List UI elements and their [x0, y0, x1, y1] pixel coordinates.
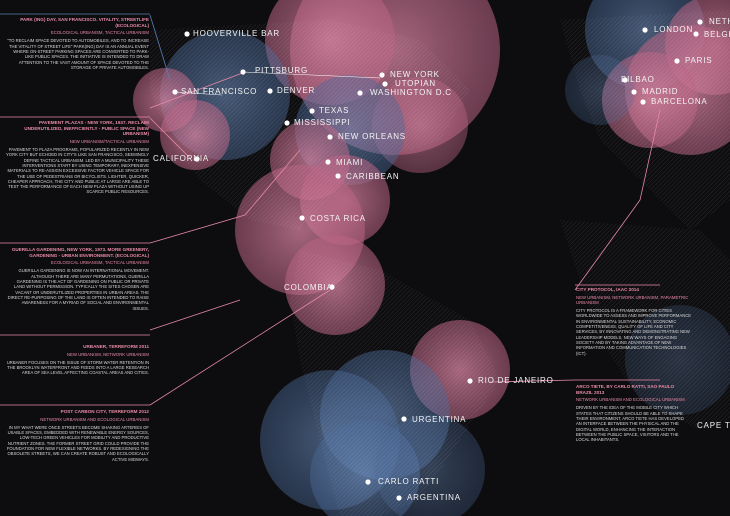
panel-subtitle: ECOLOGICAL URBANISM, TACTICAL URBANISM	[50, 30, 149, 36]
city-label-barcelona: BARCELONA	[651, 97, 708, 106]
panel-title: PAVEMENT PLAZAS - NEW YORK, 1937. RECLAI…	[24, 120, 149, 137]
city-label-miami: MIAMI	[336, 158, 364, 167]
panel-subtitle: ECOLOGICAL URBANISM, TACTICAL URBANISM	[50, 260, 149, 266]
panel-title: GUERILLA GARDENING, NEW YORK, 1973. MORE…	[11, 247, 149, 258]
city-dots	[172, 19, 703, 501]
city-label-washington: WASHINGTON D.C	[370, 88, 452, 97]
city-label-neth: NETH	[709, 17, 730, 26]
bubbles	[133, 0, 730, 516]
panel-subtitle: NEW URBANISM/TACTICAL URBANISM	[69, 138, 149, 144]
city-label-madrid: MADRID	[642, 87, 679, 96]
city-label-london: LONDON	[654, 25, 694, 34]
panel-title: CITY PROTOCOL, IAAC 2014	[576, 287, 639, 292]
city-label-belgiu: BELGIU	[704, 30, 730, 39]
city-label-costa-rica: COSTA RICA	[310, 214, 366, 223]
city-label-carlo-ratti: CARLO RATTI	[378, 477, 440, 486]
city-label-cape-town: CAPE TOW	[697, 421, 730, 430]
panel-body: URBANER FOCUSES ON THE ISSUE OF STORM WA…	[6, 359, 149, 376]
panel-body: DRIVEN BY THE IDEA OF THE MOBILE CITY WH…	[576, 405, 684, 443]
panel-title: POST CARBON CITY, TERREFORM 2012	[60, 409, 149, 414]
city-label-argentina: ARGENTINA	[407, 493, 461, 502]
city-label-bilbao: BILBAO	[621, 75, 655, 84]
panel-title: PARK (ING) DAY, SAN FRANCISCO. VITALITY,…	[20, 17, 149, 28]
panel-park-day: PARK (ING) DAY, SAN FRANCISCO. VITALITY,…	[6, 17, 149, 70]
panel-urbaner: URBANER, TERREFORM 2011 NEW URBANISM, NE…	[6, 344, 149, 376]
panel-subtitle: NETWORK URBANISM AND ECOLOGICAL URBANISM	[576, 397, 685, 403]
city-label-mississippi: MISSISSIPPI	[294, 118, 351, 127]
panel-post-carbon: POST CARBON CITY, TERREFORM 2012 NETWORK…	[6, 409, 149, 462]
city-label-new-orleans: NEW ORLEANS	[338, 132, 406, 141]
city-label-rio: RIO DE JANEIRO	[478, 376, 554, 385]
connector-lines	[0, 13, 661, 406]
city-label-utopian: UTOPIAN	[395, 79, 437, 88]
panel-subtitle: NEW URBANISM, NETWORK URBANISM	[66, 351, 149, 357]
city-label-california: CALIFORNIA	[153, 154, 210, 163]
city-label-hooverville: HOOVERVILLE BAR	[193, 29, 280, 38]
panel-title: ARCO TIETE, BY CARLO RATTI, SAO PAULO BR…	[576, 384, 675, 395]
city-label-texas: TEXAS	[319, 106, 350, 115]
city-label-colombia: COLOMBIA	[284, 283, 333, 292]
panel-guerilla-gardening: GUERILLA GARDENING, NEW YORK, 1973. MORE…	[6, 247, 149, 311]
city-label-denver: DENVER	[277, 86, 316, 95]
panel-body: GUERILLA GARDENING IS NOW AN INTERNATION…	[7, 268, 149, 311]
panel-city-protocol: CITY PROTOCOL, IAAC 2014 NEW URBANISM, N…	[576, 287, 694, 356]
city-label-pittsburg: PITTSBURG	[255, 66, 308, 75]
panel-body: PAVEMENT TO PLAZA PROGRAMS, POPULARIZED …	[6, 147, 149, 195]
panel-body: IN MY WHAT WERE ONCE STREETS BECOME SHAK…	[6, 424, 149, 462]
panel-body: "TO RECLAIM SPACE DEVOTED TO AUTOMOBILES…	[7, 38, 149, 70]
city-label-new-york: NEW YORK	[390, 70, 440, 79]
city-label-caribbean: CARIBBEAN	[346, 172, 400, 181]
panel-pavement-plazas: PAVEMENT PLAZAS - NEW YORK, 1937. RECLAI…	[6, 120, 149, 195]
city-label-san-francisco: SAN FRANCISCO	[181, 87, 258, 96]
city-label-paris: PARIS	[685, 56, 713, 65]
panel-title: URBANER, TERREFORM 2011	[83, 344, 149, 349]
panel-arco-tiete: ARCO TIETE, BY CARLO RATTI, SAO PAULO BR…	[576, 384, 688, 443]
panel-subtitle: NEW URBANISM, NETWORK URBANISM, PARAMETR…	[576, 294, 689, 305]
panel-body: CITY PROTOCOL IS A FRAMEWORK FOR CITIES …	[576, 308, 692, 356]
city-label-urgentina: URGENTINA	[412, 415, 467, 424]
panel-subtitle: NETWORK URBANISM AND ECOLOGICAL URBANISM	[40, 416, 149, 422]
